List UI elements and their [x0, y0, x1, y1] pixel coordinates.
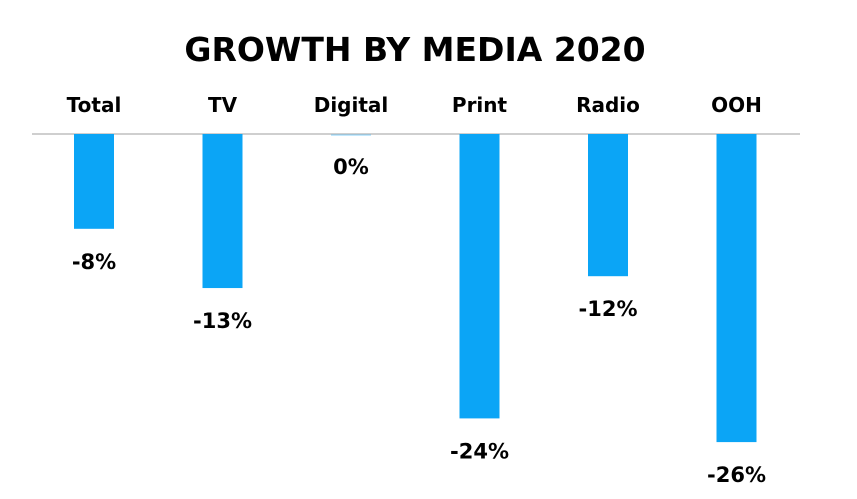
- bar-radio: [588, 134, 628, 277]
- category-label-radio: Radio: [576, 93, 640, 117]
- value-label-radio: -12%: [579, 297, 638, 321]
- value-label-tv: -13%: [193, 309, 252, 333]
- category-label-digital: Digital: [314, 93, 389, 117]
- bar-print: [459, 134, 500, 419]
- value-label-total: -8%: [72, 250, 116, 274]
- value-label-digital: 0%: [333, 155, 369, 179]
- category-label-tv: TV: [208, 93, 238, 117]
- bar-series: [74, 134, 757, 443]
- value-labels: -8% -13% 0% -24% -12% -26%: [72, 155, 766, 487]
- chart-title: GROWTH BY MEDIA 2020: [184, 30, 645, 69]
- category-label-total: Total: [67, 93, 122, 117]
- bar-tv: [202, 134, 243, 289]
- category-label-ooh: OOH: [711, 93, 762, 117]
- category-label-print: Print: [452, 93, 508, 117]
- bar-total: [74, 134, 114, 229]
- category-labels: Total TV Digital Print Radio OOH: [67, 93, 762, 117]
- bar-digital: [331, 134, 371, 136]
- bar-ooh: [716, 134, 757, 443]
- value-label-ooh: -26%: [707, 463, 766, 487]
- value-label-print: -24%: [450, 439, 509, 463]
